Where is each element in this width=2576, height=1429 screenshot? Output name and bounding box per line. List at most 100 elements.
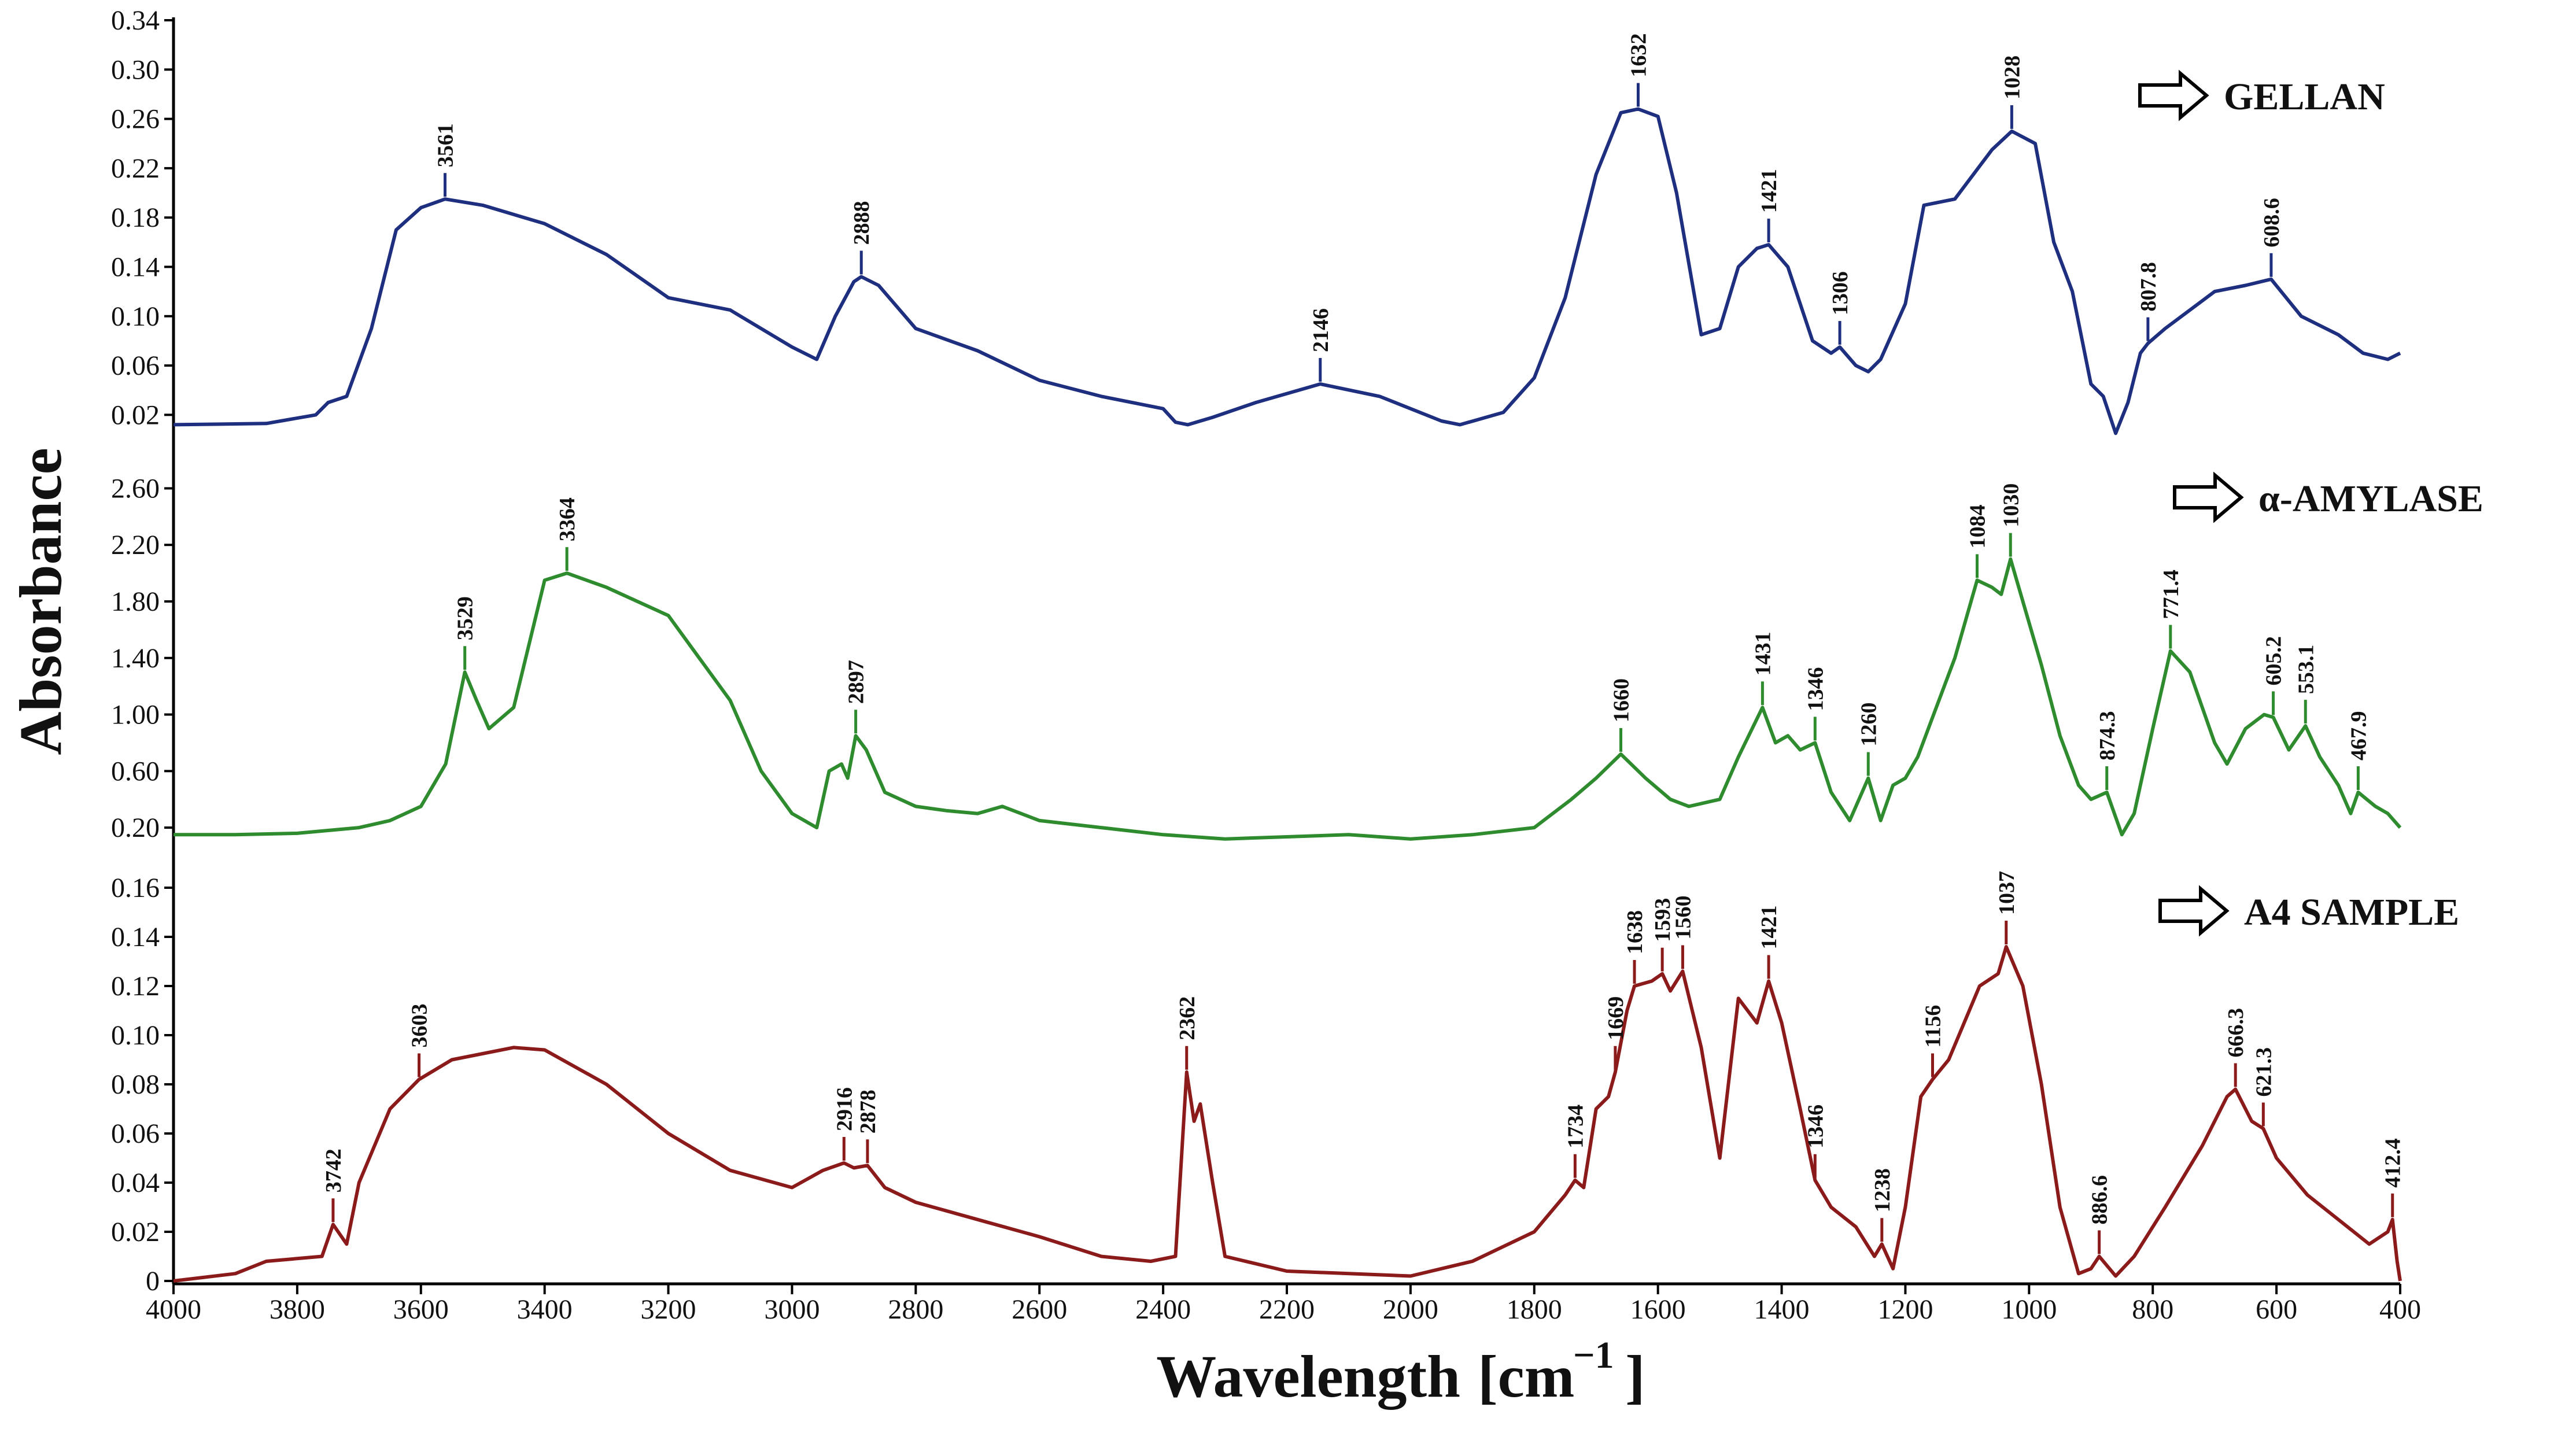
peak-label: 608.6 — [2260, 198, 2284, 248]
peak-label: 3561 — [433, 123, 457, 167]
peak-label: 886.6 — [2088, 1175, 2112, 1225]
x-axis-title: Wavelength [cm −1 ] — [1156, 1334, 1645, 1410]
x-axis-unit-exponent: −1 — [1573, 1334, 1614, 1376]
peak-label: 1560 — [1671, 896, 1695, 940]
legend-label-gellan: GELLAN — [2224, 76, 2385, 118]
x-tick-label: 2800 — [888, 1294, 943, 1325]
x-tick-label: 1600 — [1630, 1294, 1686, 1325]
y-tick-label: 0.10 — [111, 301, 160, 332]
peak-label: 1084 — [1966, 504, 1990, 548]
x-tick-label: 800 — [2132, 1294, 2173, 1325]
x-tick-label: 1400 — [1754, 1294, 1810, 1325]
peak-label: 1660 — [1610, 678, 1634, 722]
y-tick-label: 0.30 — [111, 54, 160, 85]
y-tick-label: 0 — [146, 1266, 160, 1297]
peak-label: 1638 — [1623, 910, 1647, 954]
y-tick-label: 1.00 — [111, 700, 160, 730]
x-tick-label: 1200 — [1877, 1294, 1933, 1325]
series-line-gellan — [173, 107, 2401, 435]
y-tick-label: 0.26 — [111, 104, 160, 135]
y-tick-label: 0.14 — [111, 922, 160, 952]
peak-label: 2146 — [1309, 308, 1333, 352]
peak-label: 1346 — [1803, 667, 1828, 711]
peak-label: 1593 — [1651, 898, 1675, 942]
x-axis-unit: [cm — [1478, 1343, 1574, 1410]
y-tick-label: 0.06 — [111, 350, 160, 381]
peak-label: 874.3 — [2095, 711, 2120, 761]
x-tick-label: 4000 — [146, 1294, 201, 1325]
x-tick-label: 400 — [2379, 1294, 2421, 1325]
y-tick-label: 0.06 — [111, 1118, 160, 1149]
y-tick-label: 2.60 — [111, 473, 160, 504]
peak-label: 2888 — [850, 201, 874, 245]
y-tick-label: 0.60 — [111, 756, 160, 786]
x-axis-title-text: Wavelength — [1156, 1343, 1460, 1410]
peak-label: 3364 — [555, 497, 580, 541]
x-tick-label: 3600 — [393, 1294, 449, 1325]
x-tick-label: 600 — [2256, 1294, 2297, 1325]
y-tick-label: 1.80 — [111, 586, 160, 617]
peak-label: 1030 — [1999, 483, 2023, 527]
x-tick-label: 1800 — [1507, 1294, 1562, 1325]
peak-label: 1260 — [1857, 703, 1881, 747]
y-tick-label: 0.04 — [111, 1168, 160, 1198]
x-tick-label: 2200 — [1259, 1294, 1315, 1325]
y-tick-label: 1.40 — [111, 643, 160, 674]
peak-label: 621.3 — [2252, 1047, 2276, 1097]
x-tick-label: 3000 — [764, 1294, 820, 1325]
peak-label: 1306 — [1828, 271, 1852, 315]
peak-label: 666.3 — [2224, 1008, 2248, 1058]
y-tick-label: 0.16 — [111, 873, 160, 903]
y-tick-label: 0.22 — [111, 153, 160, 184]
peak-label: 1346 — [1803, 1105, 1828, 1149]
peak-label: 1431 — [1751, 632, 1775, 675]
y-tick-label: 0.14 — [111, 252, 160, 282]
peak-label: 467.9 — [2346, 711, 2371, 761]
peak-label: 2878 — [856, 1090, 880, 1133]
peak-label: 1632 — [1626, 34, 1651, 77]
legend-label-a4-sample: A4 SAMPLE — [2244, 891, 2459, 933]
x-axis-unit-close: ] — [1625, 1343, 1645, 1410]
peak-label: 771.4 — [2159, 570, 2183, 619]
peak-label: 3603 — [408, 1004, 432, 1048]
peak-label: 1156 — [1921, 1005, 1946, 1048]
y-tick-label: 0.20 — [111, 813, 160, 843]
y-tick-label: 0.34 — [111, 5, 160, 36]
y-tick-label: 0.02 — [111, 400, 160, 430]
peak-label: 412.4 — [2381, 1138, 2405, 1188]
x-tick-label: 2000 — [1383, 1294, 1438, 1325]
y-tick-label: 0.10 — [111, 1020, 160, 1051]
peak-label: 3529 — [453, 596, 478, 640]
x-tick-label: 3200 — [641, 1294, 696, 1325]
peak-label: 1028 — [2000, 56, 2024, 99]
y-tick-label: 0.18 — [111, 202, 160, 233]
peak-label: 2916 — [832, 1087, 857, 1131]
x-tick-label: 2600 — [1012, 1294, 1067, 1325]
x-tick-label: 3800 — [270, 1294, 325, 1325]
y-tick-label: 0.08 — [111, 1069, 160, 1100]
y-tick-label: 0.12 — [111, 971, 160, 1002]
legend-arrow-icon — [2158, 885, 2230, 937]
peak-label: 807.8 — [2136, 262, 2161, 312]
x-tick-label: 3400 — [517, 1294, 573, 1325]
legend-arrow-icon — [2138, 69, 2209, 121]
peak-label: 1669 — [1604, 996, 1628, 1040]
y-tick-label: 2.20 — [111, 530, 160, 560]
series-line-a4-sample — [173, 945, 2402, 1283]
peak-label: 1238 — [1870, 1168, 1895, 1212]
peak-label: 2362 — [1175, 996, 1200, 1040]
series-line-amylase — [174, 557, 2402, 841]
peak-label: 1734 — [1563, 1105, 1588, 1149]
peak-label: 553.1 — [2294, 645, 2318, 695]
peak-label: 1037 — [1995, 871, 2019, 915]
x-tick-label: 2400 — [1135, 1294, 1191, 1325]
peak-label: 1421 — [1757, 906, 1781, 950]
y-tick-label: 0.02 — [111, 1217, 160, 1247]
legend-label-amylase: α-AMYLASE — [2258, 478, 2483, 520]
peak-label: 605.2 — [2262, 636, 2286, 686]
peak-label: 1421 — [1757, 169, 1781, 213]
legend-arrow-icon — [2173, 471, 2244, 523]
peak-label: 2897 — [844, 660, 869, 704]
x-tick-label: 1000 — [2001, 1294, 2057, 1325]
